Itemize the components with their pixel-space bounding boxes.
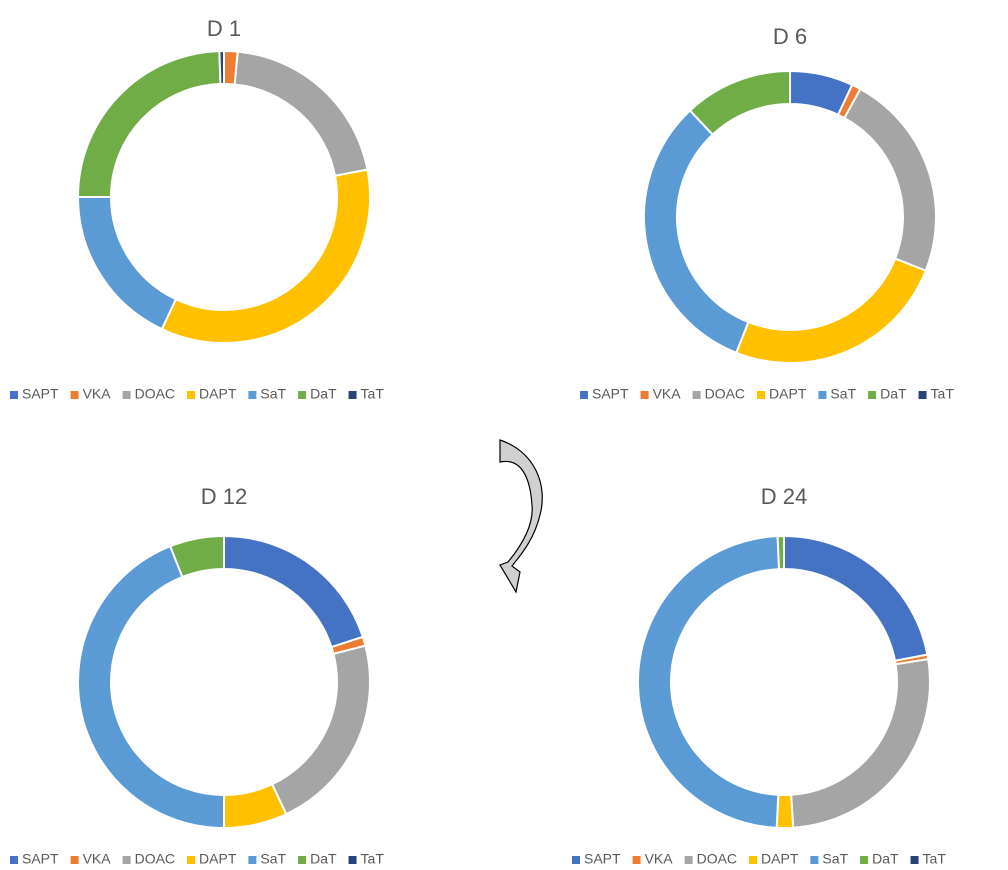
donut-segment xyxy=(76,50,222,198)
chart-title: D 12 xyxy=(201,484,247,509)
legend-label: DaT xyxy=(872,851,899,867)
legend-swatch xyxy=(692,391,701,399)
chart-title: D 24 xyxy=(761,484,807,509)
legend-swatch xyxy=(632,856,641,864)
legend-label: DaT xyxy=(880,386,907,402)
legend-swatch xyxy=(868,391,877,399)
legend-swatch xyxy=(10,856,18,864)
legend-swatch xyxy=(187,856,196,864)
legend-label: TaT xyxy=(931,386,955,402)
curved-arrow xyxy=(499,439,543,594)
legend-swatch xyxy=(918,391,927,399)
legend-swatch xyxy=(298,391,307,399)
legend-label: SaT xyxy=(822,851,848,867)
legend-label: DAPT xyxy=(199,851,237,867)
donut-segment xyxy=(734,257,928,364)
legend-label: SAPT xyxy=(584,851,621,867)
donut-segment xyxy=(643,109,750,355)
legend-swatch xyxy=(910,856,919,864)
legend-label: TaT xyxy=(923,851,947,867)
legend-label: TaT xyxy=(361,386,385,402)
legend-label: DAPT xyxy=(761,851,799,867)
legend-swatch xyxy=(684,856,693,864)
donut-segment xyxy=(76,196,178,331)
donut-segment xyxy=(270,644,371,816)
legend-swatch xyxy=(749,856,758,864)
legend-label: SAPT xyxy=(22,851,59,867)
legend-swatch xyxy=(70,856,79,864)
legend-swatch xyxy=(248,856,257,864)
donut-segment xyxy=(160,168,371,344)
legend-swatch xyxy=(572,856,580,864)
chart-title: D 1 xyxy=(207,16,241,41)
legend-label: DAPT xyxy=(769,386,807,402)
legend-label: SaT xyxy=(260,851,286,867)
legend-label: DOAC xyxy=(135,386,175,402)
legend-swatch xyxy=(348,856,357,864)
legend-label: DaT xyxy=(310,386,337,402)
donut-segment xyxy=(77,544,225,830)
legend-swatch xyxy=(70,391,79,399)
donut-segment xyxy=(233,50,369,177)
legend-label: DaT xyxy=(310,851,337,867)
legend-swatch xyxy=(10,391,18,399)
legend-swatch xyxy=(860,856,869,864)
legend-label: VKA xyxy=(83,386,112,402)
donut-segment xyxy=(637,535,781,829)
legend-label: SaT xyxy=(260,386,286,402)
legend-swatch xyxy=(122,391,131,399)
donut-segment xyxy=(223,534,365,649)
legend-label: DOAC xyxy=(697,851,737,867)
legend-swatch xyxy=(122,856,131,864)
legend-label: SAPT xyxy=(592,386,629,402)
legend-swatch xyxy=(187,391,196,399)
donut-segment xyxy=(783,534,929,662)
donut-segment xyxy=(843,87,937,273)
legend-swatch xyxy=(640,391,649,399)
legend-swatch xyxy=(348,391,357,399)
donut-segment xyxy=(775,793,795,829)
legend-swatch xyxy=(810,856,819,864)
legend-swatch xyxy=(818,391,827,399)
legend-swatch xyxy=(298,856,307,864)
chart-title: D 6 xyxy=(773,24,807,49)
legend-label: SAPT xyxy=(22,386,59,402)
legend-label: DAPT xyxy=(199,386,237,402)
legend-label: DOAC xyxy=(135,851,175,867)
legend-swatch xyxy=(757,391,766,399)
legend-label: VKA xyxy=(645,851,674,867)
legend-label: SaT xyxy=(830,386,856,402)
legend-label: VKA xyxy=(653,386,682,402)
donut-segment xyxy=(218,49,225,86)
legend-swatch xyxy=(248,391,257,399)
donut-segment xyxy=(688,69,791,137)
legend-swatch xyxy=(580,391,588,399)
legend-label: TaT xyxy=(361,851,385,867)
legend-label: VKA xyxy=(83,851,112,867)
donut-segment xyxy=(790,658,931,829)
legend-label: DOAC xyxy=(705,386,745,402)
